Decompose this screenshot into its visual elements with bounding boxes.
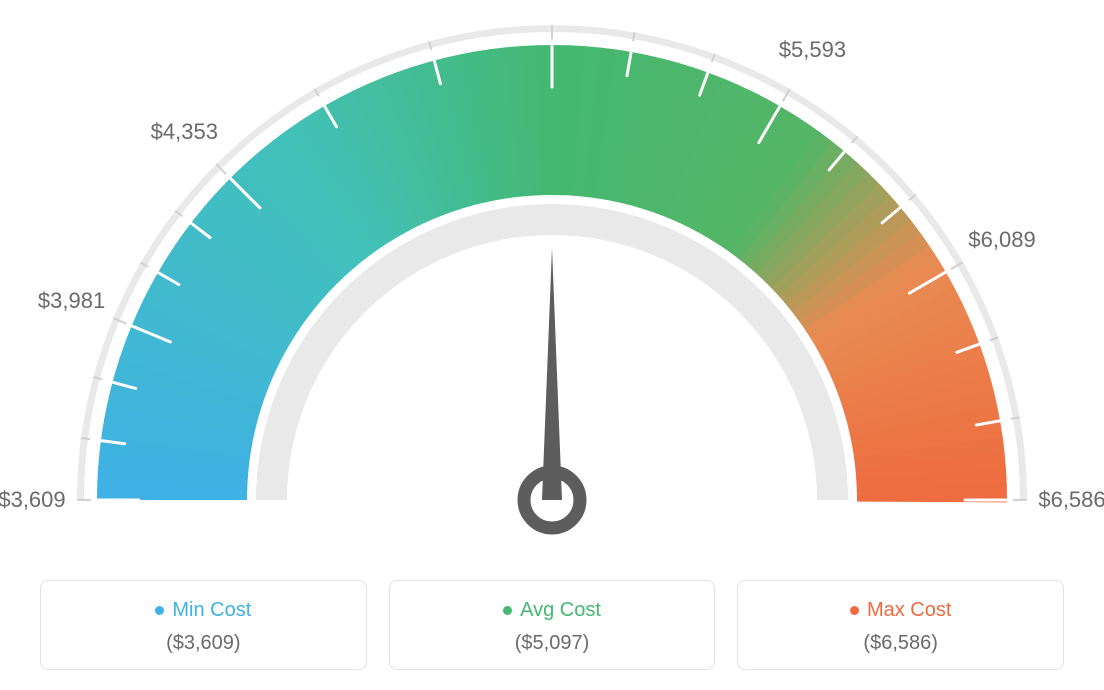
gauge-tick-label: $4,353 bbox=[151, 119, 218, 145]
gauge-svg bbox=[0, 0, 1104, 560]
legend-value-avg: ($5,097) bbox=[400, 632, 705, 655]
legend-card-avg: Avg Cost ($5,097) bbox=[389, 580, 716, 670]
legend-dot-max bbox=[850, 606, 859, 615]
legend-title-avg: Avg Cost bbox=[520, 599, 601, 622]
gauge-tick-label: $3,609 bbox=[0, 487, 66, 513]
legend-value-min: ($3,609) bbox=[51, 632, 356, 655]
legend-dot-avg bbox=[503, 606, 512, 615]
legend-row: Min Cost ($3,609) Avg Cost ($5,097) Max … bbox=[40, 580, 1064, 670]
legend-value-max: ($6,586) bbox=[748, 632, 1053, 655]
legend-title-max: Max Cost bbox=[867, 599, 951, 622]
gauge-chart: $3,609$3,981$4,353$5,097$5,593$6,089$6,5… bbox=[0, 0, 1104, 560]
gauge-tick-label: $3,981 bbox=[38, 288, 105, 314]
gauge-tick-label: $6,089 bbox=[968, 227, 1035, 253]
legend-dot-min bbox=[155, 606, 164, 615]
gauge-tick-label: $6,586 bbox=[1038, 487, 1104, 513]
legend-card-min: Min Cost ($3,609) bbox=[40, 580, 367, 670]
legend-title-min: Min Cost bbox=[172, 599, 251, 622]
gauge-tick-label: $5,593 bbox=[779, 37, 846, 63]
legend-card-max: Max Cost ($6,586) bbox=[737, 580, 1064, 670]
